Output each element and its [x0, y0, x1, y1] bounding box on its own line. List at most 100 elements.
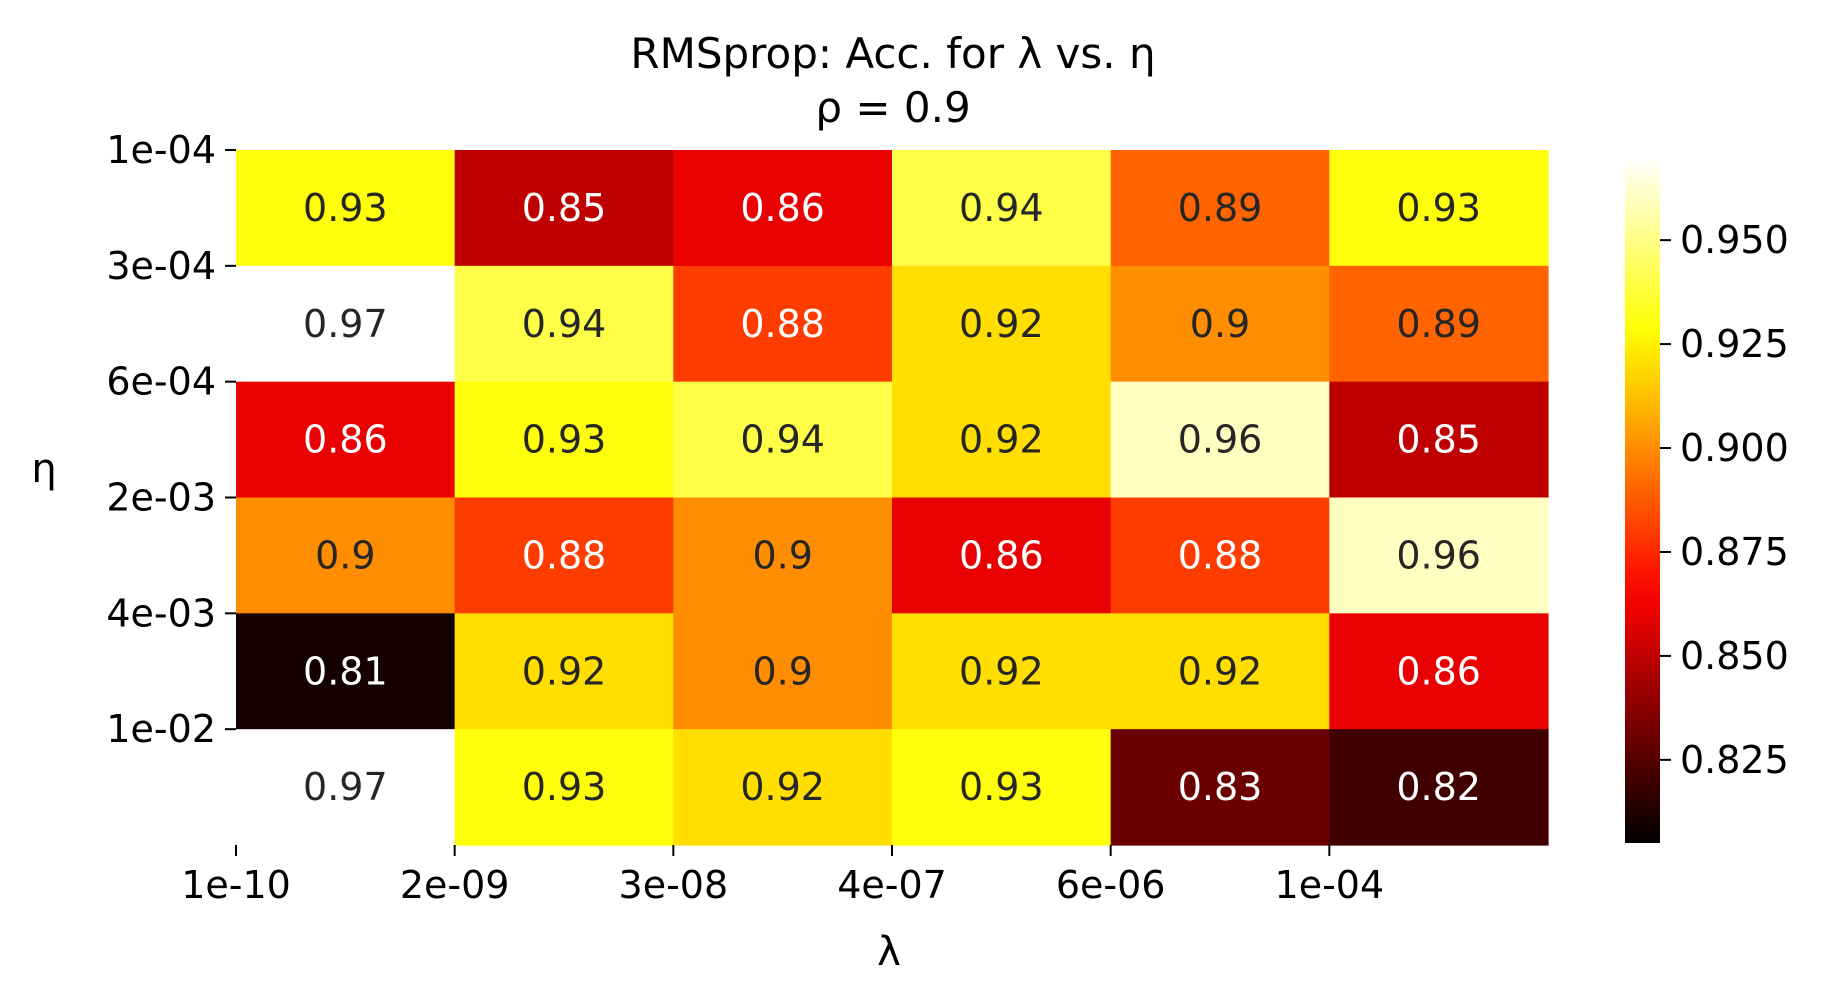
cell-value-label: 0.94 [740, 418, 825, 462]
y-axis-label: η [31, 446, 56, 492]
y-tick-label: 1e-02 [106, 707, 216, 751]
chart-subtitle: ρ = 0.9 [815, 83, 970, 132]
heatmap-cell [1329, 497, 1549, 614]
cell-value-label: 0.94 [959, 186, 1044, 230]
cell-value-label: 0.92 [959, 649, 1044, 693]
heatmap-cell [236, 497, 456, 614]
cell-value-label: 0.96 [1396, 533, 1481, 577]
heatmap-cell [673, 381, 893, 499]
heatmap-cell [236, 381, 456, 499]
heatmap-cell [673, 150, 893, 267]
heatmap-cell [236, 150, 456, 267]
heatmap-cell [1110, 150, 1330, 267]
cell-value-label: 0.86 [740, 186, 825, 230]
y-axis: 1e-04 3e-04 6e-04 2e-03 4e-03 1e-02 [106, 128, 236, 751]
cell-value-label: 0.81 [303, 649, 388, 693]
heatmap-cell-labels: 0.93 0.85 0.86 0.94 0.89 0.93 0.97 0.94 0.88 0.92… [303, 186, 1481, 809]
cell-value-label: 0.9 [1190, 302, 1250, 346]
heatmap-cell [454, 613, 674, 730]
heatmap-cell [1110, 613, 1330, 730]
heatmap-cell [673, 613, 893, 730]
colorbar [1625, 157, 1660, 843]
heatmap-cell [673, 729, 893, 846]
cell-value-label: 0.9 [315, 533, 375, 577]
colorbar-tick-label: 0.900 [1680, 426, 1789, 470]
cell-value-label: 0.97 [303, 302, 388, 346]
heatmap-cell [892, 613, 1112, 730]
heatmap-cell [673, 265, 893, 383]
cell-value-label: 0.97 [303, 765, 388, 809]
x-axis: 1e-10 2e-09 3e-08 4e-07 6e-06 1e-04 [181, 845, 1384, 907]
heatmap-cell [236, 265, 456, 383]
heatmap-cell [1329, 381, 1549, 499]
heatmap-cell [1329, 729, 1549, 846]
cell-value-label: 0.92 [959, 302, 1044, 346]
x-tick-label: 1e-10 [181, 863, 291, 907]
y-tick-label: 3e-04 [106, 244, 216, 288]
heatmap-cell [1110, 381, 1330, 499]
cell-value-label: 0.88 [740, 302, 825, 346]
cell-value-label: 0.93 [522, 765, 607, 809]
heatmap-cell [1329, 613, 1549, 730]
heatmap-cell [236, 613, 456, 730]
cell-value-label: 0.86 [959, 533, 1044, 577]
heatmap-cell [1329, 150, 1549, 267]
cell-value-label: 0.92 [1178, 649, 1263, 693]
colorbar-tick-label: 0.875 [1680, 530, 1789, 574]
cell-value-label: 0.88 [1178, 533, 1263, 577]
x-tick-label: 1e-04 [1275, 863, 1385, 907]
y-tick-label: 2e-03 [106, 476, 216, 520]
heatmap-cell [454, 381, 674, 499]
cell-value-label: 0.88 [522, 533, 607, 577]
cell-value-label: 0.93 [1396, 186, 1481, 230]
cell-value-label: 0.93 [522, 418, 607, 462]
x-axis-label: λ [877, 929, 901, 975]
colorbar-tick-label: 0.825 [1680, 738, 1789, 782]
heatmap-cells [236, 150, 1549, 846]
colorbar-ticks: 0.825 0.850 0.875 0.900 0.925 0.950 [1660, 218, 1789, 782]
cell-value-label: 0.94 [522, 302, 607, 346]
x-tick-label: 4e-07 [837, 863, 947, 907]
cell-value-label: 0.83 [1178, 765, 1263, 809]
heatmap-cell [892, 729, 1112, 846]
cell-value-label: 0.89 [1178, 186, 1263, 230]
cell-value-label: 0.92 [959, 418, 1044, 462]
heatmap-cell [1110, 497, 1330, 614]
colorbar-tick-label: 0.925 [1680, 322, 1789, 366]
cell-value-label: 0.93 [959, 765, 1044, 809]
cell-value-label: 0.85 [522, 186, 607, 230]
heatmap-cell [673, 497, 893, 614]
colorbar-tick-label: 0.950 [1680, 218, 1789, 262]
heatmap-cell [892, 497, 1112, 614]
heatmap-cell [892, 150, 1112, 267]
heatmap-cell [454, 497, 674, 614]
cell-value-label: 0.86 [1396, 649, 1481, 693]
heatmap-cell [892, 381, 1112, 499]
cell-value-label: 0.9 [752, 649, 812, 693]
heatmap-cell [1329, 265, 1549, 383]
colorbar-tick-label: 0.850 [1680, 634, 1789, 678]
heatmap-cell [1110, 265, 1330, 383]
cell-value-label: 0.93 [303, 186, 388, 230]
y-tick-label: 6e-04 [106, 360, 216, 404]
cell-value-label: 0.82 [1396, 765, 1481, 809]
heatmap-cell [454, 150, 674, 267]
heatmap-cell [1110, 729, 1330, 846]
x-tick-label: 2e-09 [400, 863, 510, 907]
heatmap-cell [236, 729, 456, 846]
x-tick-label: 6e-06 [1056, 863, 1166, 907]
heatmap-cell [454, 729, 674, 846]
x-tick-label: 3e-08 [619, 863, 729, 907]
y-tick-label: 1e-04 [106, 128, 216, 172]
cell-value-label: 0.92 [522, 649, 607, 693]
chart-title: RMSprop: Acc. for λ vs. η [630, 29, 1155, 78]
heatmap-cell [892, 265, 1112, 383]
y-tick-label: 4e-03 [106, 591, 216, 635]
cell-value-label: 0.9 [752, 533, 812, 577]
cell-value-label: 0.85 [1396, 418, 1481, 462]
cell-value-label: 0.96 [1178, 418, 1263, 462]
cell-value-label: 0.92 [740, 765, 825, 809]
cell-value-label: 0.86 [303, 418, 388, 462]
heatmap-cell [454, 265, 674, 383]
